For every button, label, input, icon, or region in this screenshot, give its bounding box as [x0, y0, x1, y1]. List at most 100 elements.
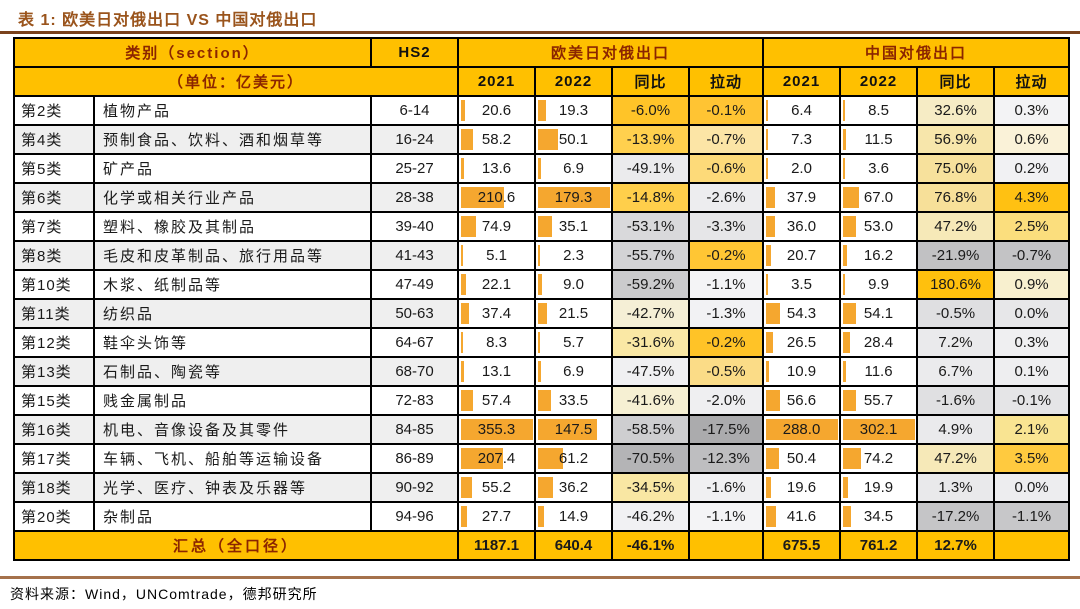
west-pull-cell: -0.6% [688, 153, 765, 184]
total-west-yoy-cell: -46.1% [611, 530, 691, 561]
china-yoy-cell: -0.5% [916, 298, 996, 329]
data-bar [461, 361, 464, 382]
west-yoy-cell: -46.2% [611, 501, 691, 532]
category-cell: 第6类 [13, 182, 95, 213]
data-bar [461, 448, 504, 469]
group-header-china: 中国对俄出口 [762, 37, 1071, 68]
data-bar [538, 448, 563, 469]
west-2021-cell: 8.3 [457, 327, 537, 358]
table-body: 第2类 植物产品 6-14 20.6 19.3 -6.0% -0.1% 6.4 … [13, 95, 1071, 532]
data-bar [461, 216, 477, 237]
data-bar [461, 187, 504, 208]
data-bar [766, 506, 777, 527]
data-bar [538, 158, 541, 179]
west-pull-cell: -1.3% [688, 298, 765, 329]
west-pull-cell: -17.5% [688, 414, 765, 445]
china-2022-cell: 16.2 [839, 240, 919, 271]
west-yoy-cell: -55.7% [611, 240, 691, 271]
west-pull-cell: -1.6% [688, 472, 765, 503]
product-name-cell: 化学或相关行业产品 [92, 182, 373, 213]
west-2022-cell: 179.3 [534, 182, 614, 213]
product-name-cell: 鞋伞头饰等 [92, 327, 373, 358]
china-2021-cell: 36.0 [762, 211, 842, 242]
west-2022-cell: 9.0 [534, 269, 614, 300]
total-china-pull-cell [993, 530, 1071, 561]
data-bar [843, 274, 846, 295]
hs2-cell: 28-38 [370, 182, 460, 213]
hs2-cell: 90-92 [370, 472, 460, 503]
china-pull-cell: -0.1% [993, 385, 1071, 416]
data-bar [843, 216, 856, 237]
west-pull-cell: -0.2% [688, 327, 765, 358]
china-2022-cell: 34.5 [839, 501, 919, 532]
category-cell: 第2类 [13, 95, 95, 126]
west-2022-cell: 33.5 [534, 385, 614, 416]
china-pull-header: 拉动 [993, 66, 1071, 97]
hs2-cell: 25-27 [370, 153, 460, 184]
table-row: 第2类 植物产品 6-14 20.6 19.3 -6.0% -0.1% 6.4 … [13, 95, 1071, 126]
table-row: 第11类 纺织品 50-63 37.4 21.5 -42.7% -1.3% 54… [13, 298, 1071, 329]
data-bar [766, 390, 781, 411]
product-name-cell: 车辆、飞机、船舶等运输设备 [92, 443, 373, 474]
data-bar [766, 419, 839, 440]
total-china-2021-cell: 675.5 [762, 530, 842, 561]
category-cell: 第15类 [13, 385, 95, 416]
west-2021-cell: 58.2 [457, 124, 537, 155]
west-2021-header: 2021 [457, 66, 537, 97]
data-bar [843, 187, 859, 208]
category-cell: 第16类 [13, 414, 95, 445]
west-2021-cell: 13.1 [457, 356, 537, 387]
china-pull-cell: 0.6% [993, 124, 1071, 155]
china-yoy-cell: 75.0% [916, 153, 996, 184]
product-name-cell: 植物产品 [92, 95, 373, 126]
total-china-2022-cell: 761.2 [839, 530, 919, 561]
west-pull-cell: -0.2% [688, 240, 765, 271]
section-header: 类别（section） [12, 37, 373, 68]
china-pull-cell: 4.3% [993, 182, 1071, 213]
china-2022-cell: 67.0 [839, 182, 919, 213]
west-yoy-cell: -42.7% [611, 298, 691, 329]
west-2022-header: 2022 [534, 66, 614, 97]
hs2-cell: 16-24 [370, 124, 460, 155]
west-2022-cell: 50.1 [534, 124, 614, 155]
data-bar [538, 303, 547, 324]
data-bar [843, 390, 857, 411]
data-bar [766, 274, 768, 295]
west-pull-cell: -1.1% [688, 269, 765, 300]
bottom-rule [0, 576, 1080, 579]
hs2-cell: 86-89 [370, 443, 460, 474]
data-bar [461, 506, 467, 527]
category-cell: 第13类 [13, 356, 95, 387]
total-west-pull-cell [688, 530, 765, 561]
china-pull-cell: 2.1% [993, 414, 1071, 445]
west-yoy-cell: -31.6% [611, 327, 691, 358]
west-pull-cell: -12.3% [688, 443, 765, 474]
china-2021-cell: 288.0 [762, 414, 842, 445]
west-yoy-cell: -47.5% [611, 356, 691, 387]
data-bar [538, 332, 541, 353]
china-2021-cell: 37.9 [762, 182, 842, 213]
data-bar [843, 332, 850, 353]
china-pull-cell: -1.1% [993, 501, 1071, 532]
china-2022-cell: 19.9 [839, 472, 919, 503]
hs2-cell: 94-96 [370, 501, 460, 532]
data-bar [766, 361, 769, 382]
data-bar [538, 100, 546, 121]
west-pull-cell: -0.1% [688, 95, 765, 126]
west-pull-cell: -2.0% [688, 385, 765, 416]
total-china-yoy-cell: 12.7% [916, 530, 996, 561]
china-yoy-cell: 4.9% [916, 414, 996, 445]
table-header: 类别（section） HS2 欧美日对俄出口 中国对俄出口 （单位：亿美元） … [12, 37, 1071, 97]
data-bar [461, 477, 473, 498]
china-pull-cell: 0.0% [993, 298, 1071, 329]
data-bar [461, 158, 464, 179]
west-yoy-cell: -13.9% [611, 124, 691, 155]
data-bar [843, 448, 861, 469]
product-name-cell: 机电、音像设备及其零件 [92, 414, 373, 445]
china-2022-cell: 9.9 [839, 269, 919, 300]
data-bar [461, 100, 466, 121]
west-yoy-cell: -59.2% [611, 269, 691, 300]
table-row: 第17类 车辆、飞机、船舶等运输设备 86-89 207.4 61.2 -70.… [13, 443, 1071, 474]
source-note: 资料来源：Wind，UNComtrade，德邦研究所 [10, 586, 318, 602]
table-row: 第12类 鞋伞头饰等 64-67 8.3 5.7 -31.6% -0.2% 26… [13, 327, 1071, 358]
